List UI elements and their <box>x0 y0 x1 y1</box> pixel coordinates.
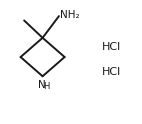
Text: HCl: HCl <box>102 67 122 77</box>
Text: N: N <box>38 80 46 90</box>
Text: HCl: HCl <box>102 42 122 52</box>
Text: NH₂: NH₂ <box>60 11 80 20</box>
Text: H: H <box>43 82 49 91</box>
